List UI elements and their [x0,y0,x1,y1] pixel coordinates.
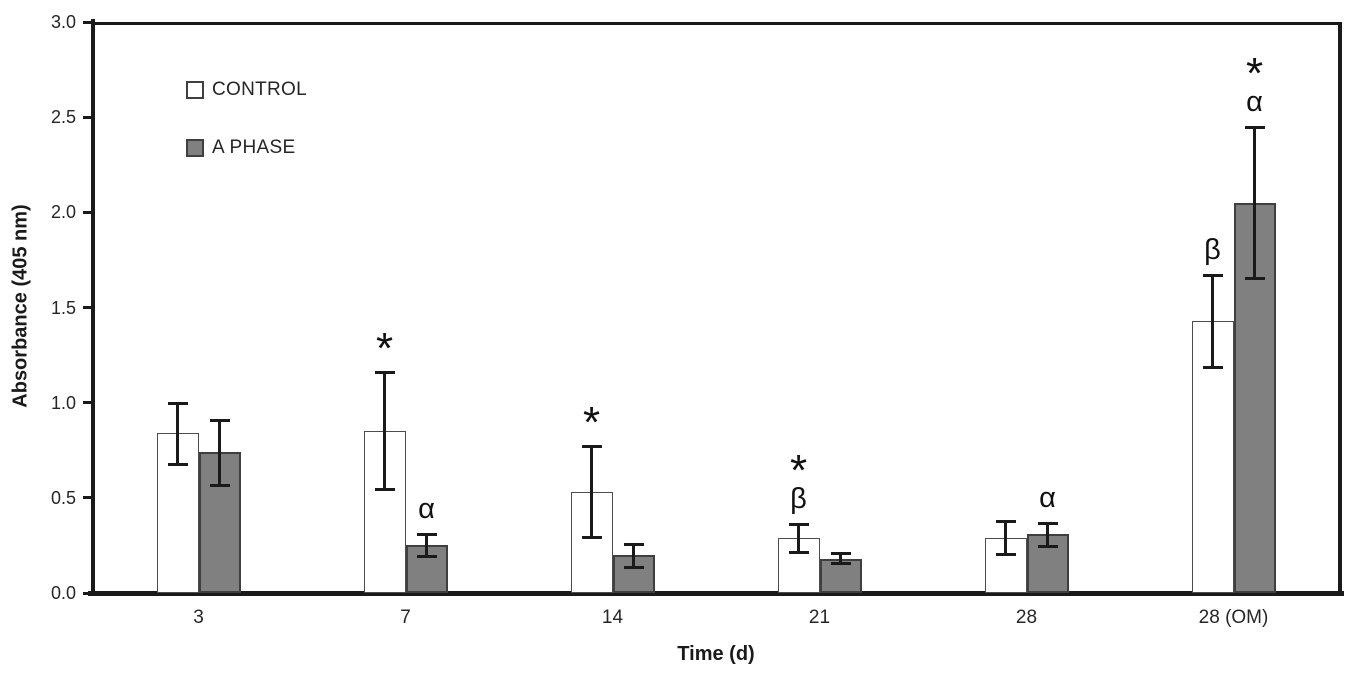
error-bar [632,543,635,569]
legend-swatch-control-icon [186,81,204,99]
error-bar [425,533,428,557]
asterisk-annotation: * [1245,48,1264,98]
error-bar [1253,126,1256,279]
error-bar-cap-bottom [623,566,644,570]
y-tick [83,20,92,24]
error-bar [590,446,593,538]
error-bar [1004,520,1007,555]
error-bar [176,402,179,466]
x-axis-title: Time (d) [677,643,755,665]
plot-border-right [1338,22,1342,596]
significance-annotation: * [375,324,394,374]
greek-letter-annotation: β [1204,234,1221,267]
y-tick-label: 3.0 [50,12,76,32]
error-bar-cap-bottom [830,562,851,566]
error-bar [839,553,842,565]
y-tick [83,496,92,500]
legend-item-control: CONTROL [186,79,307,101]
error-bar-cap-top [581,445,602,449]
error-bar-cap-top [995,519,1016,523]
error-bar [1211,275,1214,369]
error-bar [1046,522,1049,548]
error-bar-cap-top [830,552,851,556]
error-bar-cap-top [623,542,644,546]
y-tick [83,115,92,119]
error-bar [797,524,800,554]
greek-letter-annotation: α [1246,85,1263,118]
x-tick-label: 28 [1015,607,1038,628]
bar-control-14 [570,492,613,593]
bar-a-phase-28 [1026,533,1069,593]
x-tick-label: 28 (OM) [1198,607,1269,628]
error-bar-cap-top [209,418,230,422]
y-tick [83,306,92,309]
error-bar-cap-top [374,371,395,375]
y-axis-line [91,19,95,596]
error-bar [383,372,386,491]
y-tick-label: 0.0 [50,583,76,603]
y-tick [83,401,92,405]
error-bar-cap-top [1244,125,1265,129]
error-bar-cap-bottom [1244,276,1265,280]
greek-letter-annotation: α [1039,481,1056,514]
error-bar-cap-top [1202,274,1223,278]
significance-annotation: * [582,398,601,448]
error-bar-cap-bottom [1037,545,1058,549]
error-bar-cap-bottom [581,535,602,539]
y-tick-label: 1.5 [50,297,76,318]
error-bar-cap-bottom [374,488,395,492]
greek-letter-annotation: α [418,492,435,525]
plot-border-top [95,22,1342,25]
significance-annotation: * β [789,446,808,516]
error-bar-cap-bottom [416,554,437,558]
error-bar [218,419,221,487]
error-bar-cap-top [416,532,437,536]
x-tick-label: 3 [193,607,204,628]
error-bar-cap-top [167,401,188,405]
y-tick-label: 2.0 [50,202,76,223]
error-bar-cap-top [1037,521,1058,525]
legend-item-a-phase: A PHASE [186,137,307,159]
x-axis-line [88,591,1344,596]
y-tick-label: 0.5 [50,487,76,508]
significance-annotation: * α [1245,48,1264,118]
y-tick-label: 2.5 [50,107,76,128]
bar-a-phase-3 [198,452,241,593]
significance-annotation: α [418,494,435,524]
x-tick-label: 21 [808,607,831,628]
legend: CONTROL A PHASE [186,79,307,195]
error-bar-cap-bottom [995,552,1016,556]
error-bar-cap-bottom [167,463,188,467]
x-tick-label: 7 [400,607,411,628]
y-tick [83,210,92,214]
greek-letter-annotation: β [790,483,807,516]
error-bar-cap-top [788,523,809,527]
error-bar-cap-bottom [788,551,809,555]
asterisk-annotation: * [582,398,601,448]
y-tick [83,591,92,595]
legend-swatch-a-phase-icon [186,139,204,157]
asterisk-annotation: * [789,446,808,496]
asterisk-annotation: * [375,324,394,374]
x-tick-label: 14 [601,607,624,628]
error-bar-cap-bottom [209,484,230,488]
significance-annotation: α [1039,483,1056,513]
y-tick-label: 1.0 [50,392,76,413]
legend-label-a-phase: A PHASE [212,137,296,158]
significance-annotation: β [1204,235,1221,265]
legend-label-control: CONTROL [212,79,307,100]
error-bar-cap-bottom [1202,366,1223,370]
